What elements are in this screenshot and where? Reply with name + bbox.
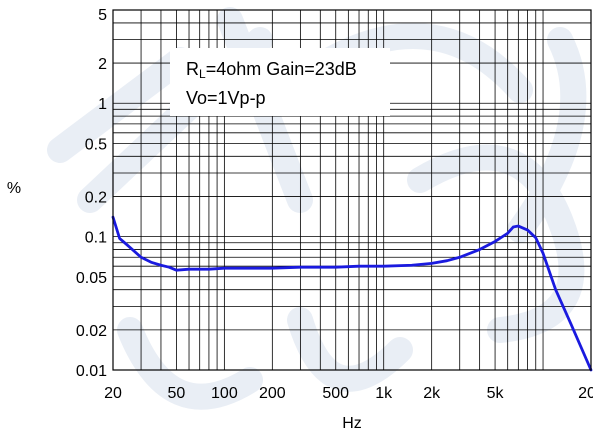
- x-tick-label: 500: [322, 385, 349, 402]
- y-tick-label: 0.02: [76, 323, 107, 340]
- x-tick-label: 20: [104, 385, 122, 402]
- plot-border: [112, 9, 592, 371]
- series-group: [111, 215, 593, 372]
- annotation-box: [170, 48, 390, 116]
- annotation-line2: Vo=1Vp-p: [186, 88, 266, 108]
- annotation-r: R: [186, 59, 199, 79]
- annotation-line1: RL=4ohm Gain=23dB: [186, 59, 357, 81]
- y-tick-label: 0.01: [76, 363, 107, 380]
- y-tick-label: 0.5: [85, 136, 107, 153]
- y-tick-label: 0.05: [76, 270, 107, 287]
- y-axis-title: %: [7, 180, 21, 197]
- y-tick-label: 0.1: [85, 230, 107, 247]
- y-tick-label: 1: [98, 96, 107, 113]
- y-tick-label: 0.2: [85, 189, 107, 206]
- series-line: [111, 215, 593, 372]
- x-tick-label: 50: [168, 385, 186, 402]
- x-tick-label: 100: [211, 385, 238, 402]
- x-tick-label: 20k: [578, 385, 593, 402]
- x-tick-labels: 20 50 100 200 500 1k 2k 5k 20k: [104, 385, 593, 402]
- x-tick-label: 1k: [375, 385, 393, 402]
- x-tick-label: 5k: [487, 385, 505, 402]
- annotation-subscript-l: L: [199, 67, 206, 81]
- y-tick-labels: 0.01 0.02 0.05 0.1 0.2 0.5 1 2 5: [76, 7, 107, 380]
- y-tick-label: 5: [98, 7, 107, 24]
- x-axis-title: Hz: [342, 415, 362, 432]
- annotation-rest: =4ohm Gain=23dB: [206, 59, 357, 79]
- x-tick-label: 200: [259, 385, 286, 402]
- y-tick-label: 2: [98, 56, 107, 73]
- x-tick-label: 2k: [423, 385, 441, 402]
